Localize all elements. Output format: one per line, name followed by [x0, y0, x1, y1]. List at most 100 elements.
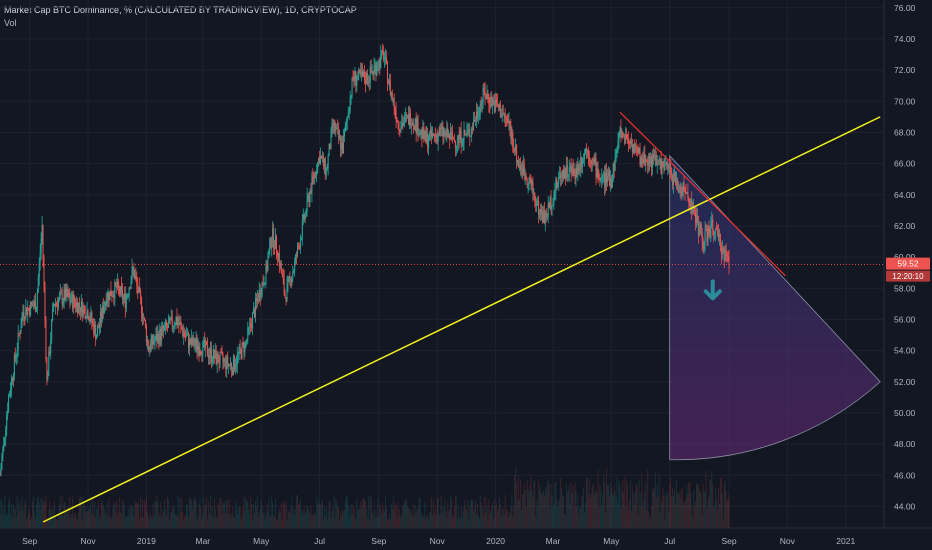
volume-bar — [587, 495, 589, 528]
candle-body — [314, 172, 316, 179]
candle-body — [283, 278, 285, 293]
candle-body — [161, 328, 163, 341]
volume-bar — [17, 503, 19, 528]
candle-body — [26, 307, 28, 316]
candle-body — [714, 232, 716, 234]
volume-bar — [367, 496, 369, 528]
candle-body — [602, 175, 604, 177]
candle-body — [236, 354, 238, 365]
volume-bar — [381, 512, 383, 528]
candle-body — [255, 298, 257, 301]
candle-body — [504, 113, 506, 119]
candle-body — [483, 87, 485, 92]
volume-bar — [563, 514, 565, 528]
candle-body — [458, 135, 460, 140]
candle-body — [370, 66, 372, 73]
volume-bar — [638, 479, 640, 528]
volume-bar — [266, 504, 268, 528]
volume-bar — [512, 517, 514, 528]
candle-body — [575, 167, 577, 180]
candle-body — [675, 178, 677, 183]
candle-body — [207, 344, 209, 356]
volume-bar — [408, 507, 410, 528]
candle-body — [420, 129, 422, 134]
volume-bar — [297, 495, 299, 528]
volume-bar — [399, 514, 401, 528]
candle-body — [358, 69, 360, 77]
volume-bar — [31, 517, 33, 528]
candle-body — [69, 296, 71, 302]
candle-body — [307, 195, 309, 197]
candle-body — [540, 209, 542, 214]
candle-body — [534, 192, 536, 202]
volume-bar — [136, 501, 138, 528]
candle-body — [366, 73, 368, 84]
volume-bar — [641, 473, 643, 528]
candle-body — [526, 178, 528, 185]
candle-body — [1, 456, 3, 468]
candle-body — [294, 262, 296, 271]
volume-bar — [628, 509, 630, 528]
candle-body — [149, 348, 151, 351]
volume-bar — [153, 515, 155, 528]
candle-body — [385, 57, 387, 60]
candle-body — [550, 197, 552, 209]
candle-body — [244, 341, 246, 353]
candle-body — [474, 120, 476, 122]
volume-bar — [104, 514, 106, 528]
candle-body — [289, 276, 291, 278]
volume-bar — [674, 503, 676, 528]
candle-body — [33, 301, 35, 307]
volume-bar — [344, 500, 346, 528]
volume-bar — [149, 509, 151, 528]
volume-bar — [76, 519, 78, 528]
volume-bar — [634, 491, 636, 528]
volume-bar — [8, 500, 10, 528]
x-tick-label: 2021 — [836, 536, 855, 546]
volume-bar — [212, 517, 214, 528]
volume-bar — [718, 503, 720, 528]
volume-bar — [661, 501, 663, 528]
volume-bar — [345, 495, 347, 528]
candle-body — [512, 132, 514, 148]
volume-bar — [427, 514, 429, 528]
volume-bar — [322, 519, 324, 528]
volume-bar — [605, 512, 607, 528]
volume-bar — [485, 497, 487, 528]
volume-bar — [6, 512, 8, 528]
volume-bar — [490, 510, 492, 528]
volume-bar — [657, 495, 659, 528]
candle-body — [162, 326, 164, 329]
volume-bar — [270, 515, 272, 528]
volume-bar — [453, 506, 455, 528]
candle-body — [177, 323, 179, 326]
volume-bar — [422, 514, 424, 528]
volume-bar — [280, 503, 282, 528]
candle-body — [519, 165, 521, 171]
volume-bar — [18, 511, 20, 528]
volume-bar — [64, 502, 66, 528]
volume-bar — [629, 499, 631, 528]
volume-bar — [458, 518, 460, 528]
volume-bar — [662, 488, 664, 528]
volume-bar — [364, 499, 366, 528]
candle-body — [224, 358, 226, 360]
volume-bar — [514, 474, 516, 528]
volume-bar — [716, 499, 718, 528]
volume-bar — [560, 477, 562, 528]
candle-body — [435, 134, 437, 137]
volume-bar — [36, 497, 38, 528]
volume-bar — [430, 511, 432, 528]
volume-bar — [85, 506, 87, 528]
candle-body — [51, 320, 53, 341]
candle-body — [105, 302, 107, 305]
volume-bar — [128, 515, 130, 528]
candle-body — [367, 81, 369, 84]
volume-bar — [493, 518, 495, 528]
candle-body — [629, 141, 631, 144]
volume-bar — [467, 500, 469, 528]
volume-bar — [331, 510, 333, 528]
candle-body — [322, 156, 324, 167]
candle-body — [160, 328, 162, 341]
